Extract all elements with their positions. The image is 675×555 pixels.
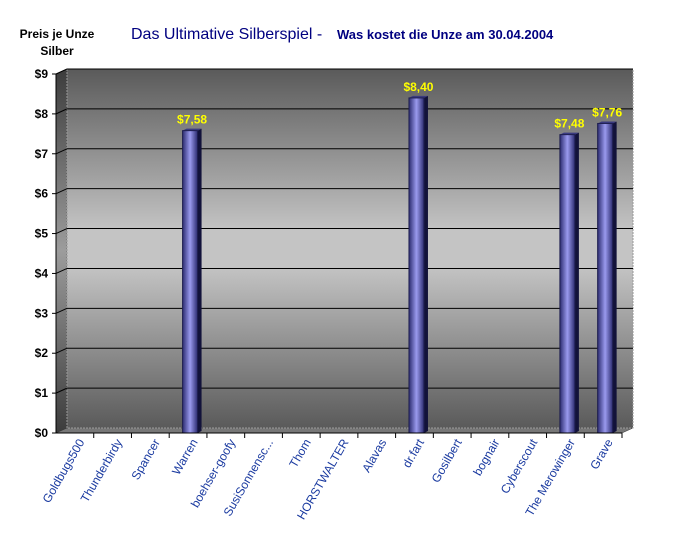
y-tick-label: $0 bbox=[35, 426, 49, 440]
y-tick-label: $7 bbox=[35, 147, 49, 161]
y-axis-ticks: $0 $1 $2 $3 $4 $5 $6 $7 $8 $9 bbox=[35, 67, 56, 440]
gridline-side bbox=[55, 108, 68, 115]
data-labels: $7,58 $8,40 $7,48 $7,76 bbox=[177, 80, 622, 131]
gridline-side bbox=[55, 307, 68, 314]
data-label: $7,58 bbox=[177, 113, 207, 127]
bar-side bbox=[612, 121, 617, 433]
y-axis-label-line1: Preis je Unze bbox=[20, 27, 95, 41]
gridline-side bbox=[55, 188, 68, 195]
gridline-side bbox=[55, 228, 68, 235]
bar bbox=[182, 130, 199, 434]
chart-subtitle: Was kostet die Unze am 30.04.2004 bbox=[337, 27, 554, 42]
x-tick-label: dr.fart bbox=[400, 436, 428, 470]
bar bbox=[559, 134, 576, 434]
x-tick-label: Gosilbert bbox=[429, 436, 465, 485]
x-tick-label: Grave bbox=[587, 436, 616, 472]
gridline-side bbox=[55, 267, 68, 274]
chart-title: Das Ultimative Silberspiel - bbox=[131, 26, 322, 43]
gridlines bbox=[55, 68, 633, 394]
y-tick-label: $6 bbox=[35, 187, 49, 201]
x-tick-label: Cyberscout bbox=[498, 436, 541, 496]
y-tick-label: $1 bbox=[35, 386, 49, 400]
y-tick-label: $4 bbox=[35, 266, 49, 280]
plot-floor bbox=[55, 427, 634, 434]
y-tick-label: $9 bbox=[35, 67, 49, 81]
bar-side bbox=[197, 128, 202, 434]
y-tick-label: $8 bbox=[35, 107, 49, 121]
y-tick-label: $3 bbox=[35, 306, 49, 320]
x-tick-label: Warren bbox=[169, 437, 201, 478]
y-tick-label: $2 bbox=[35, 346, 49, 360]
x-tick-label: Alavas bbox=[359, 437, 389, 475]
bar-side bbox=[423, 95, 428, 433]
x-tick-label: Spancer bbox=[128, 437, 162, 483]
y-tick-label: $5 bbox=[35, 227, 49, 241]
data-label: $7,48 bbox=[554, 117, 584, 131]
gridline-side bbox=[55, 68, 68, 75]
plot-area bbox=[66, 68, 634, 429]
gridline-side bbox=[55, 347, 68, 354]
data-label: $7,76 bbox=[592, 105, 622, 119]
x-tick-label: Thom bbox=[286, 437, 313, 471]
data-label: $8,40 bbox=[403, 80, 433, 94]
gridline-side bbox=[55, 148, 68, 155]
bar bbox=[408, 97, 425, 434]
bar-side bbox=[574, 132, 579, 433]
y-axis-label-line2: Silber bbox=[40, 44, 74, 58]
x-tick-label: bognair bbox=[470, 436, 502, 478]
gridline-side bbox=[55, 387, 68, 394]
plot-side-wall bbox=[55, 68, 68, 434]
bars bbox=[182, 95, 617, 434]
bar bbox=[597, 122, 614, 434]
